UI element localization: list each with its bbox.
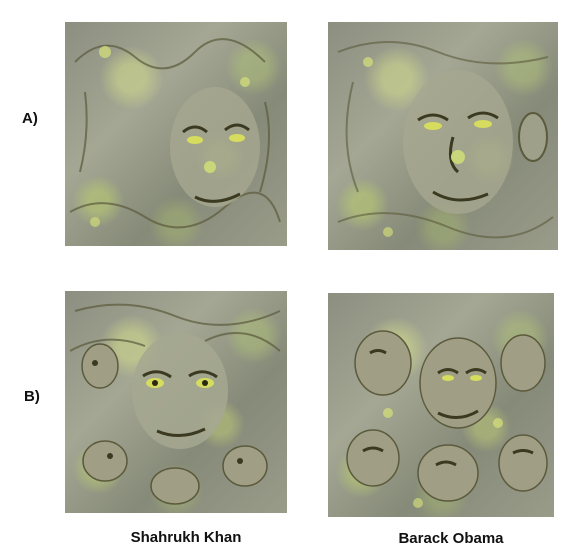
face-visualization-image: [69, 303, 281, 505]
panel-a-barack-obama: [328, 22, 558, 250]
panel-a-shahrukh-khan: [65, 22, 287, 246]
face-visualization-image: [346, 330, 548, 508]
row-label-a: A): [22, 110, 38, 127]
row-label-b: B): [24, 388, 40, 405]
column-label-barack-obama: Barack Obama: [398, 530, 504, 547]
face-visualization-image: [69, 38, 281, 229]
panel-b-shahrukh-khan: [65, 291, 287, 513]
panel-b-barack-obama: [328, 293, 554, 517]
column-label-shahrukh-khan: Shahrukh Khan: [130, 529, 242, 546]
face-visualization-image: [337, 41, 554, 239]
